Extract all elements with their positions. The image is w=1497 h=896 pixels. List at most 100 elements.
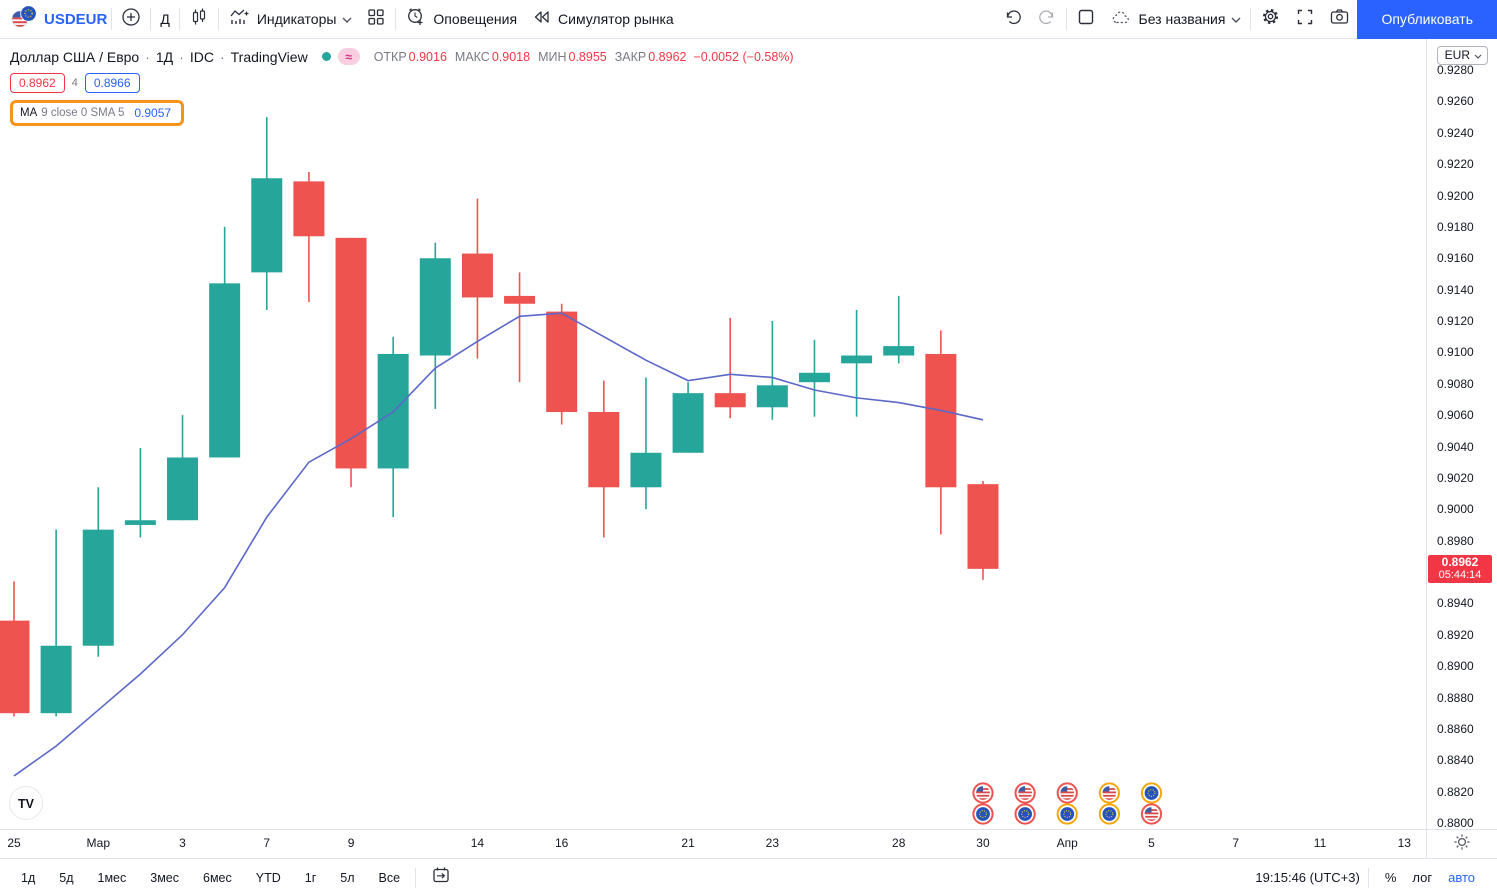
symbol-button[interactable]: USDEUR: [8, 0, 109, 38]
auto-scale-toggle[interactable]: авто: [1448, 870, 1475, 885]
time-tick-label: Мар: [86, 836, 110, 850]
symbol-title[interactable]: Доллар США / Евро: [10, 48, 140, 65]
top-toolbar: USDEUR Д: [0, 0, 1497, 39]
price-axis[interactable]: EUR 0.9280 0.9260 0.9240 0.9220 0.9200 0.9180…: [1426, 39, 1497, 830]
fullscreen-button[interactable]: [1288, 0, 1322, 38]
low-value: 0.8955: [568, 49, 607, 64]
us-flag-icon[interactable]: [1014, 782, 1036, 804]
percent-scale-toggle[interactable]: %: [1384, 870, 1397, 885]
templates-button[interactable]: [359, 0, 393, 38]
event-flags-column[interactable]: [1098, 782, 1120, 825]
candle[interactable]: [672, 382, 704, 453]
candle[interactable]: [841, 310, 873, 417]
eu-flag-icon[interactable]: [1140, 782, 1163, 804]
interval-button[interactable]: Д: [160, 11, 170, 27]
eu-flag-icon[interactable]: [972, 803, 994, 825]
candle[interactable]: [209, 226, 241, 458]
chevron-down-icon: [342, 10, 352, 28]
us-flag-icon[interactable]: [1056, 782, 1078, 804]
candle[interactable]: [124, 448, 156, 538]
chevron-down-icon: [1474, 48, 1482, 62]
candle[interactable]: [0, 581, 30, 717]
range-button-1г[interactable]: 1г: [304, 870, 317, 885]
range-button-1д[interactable]: 1д: [21, 870, 36, 885]
publish-button[interactable]: Опубликовать: [1357, 0, 1497, 39]
eu-flag-icon[interactable]: [1098, 803, 1120, 825]
alerts-button[interactable]: Оповещения: [398, 0, 524, 38]
single-layout-icon: [1076, 7, 1096, 32]
us-flag-icon[interactable]: [972, 782, 994, 804]
range-button-Все[interactable]: Все: [378, 870, 401, 885]
candle[interactable]: [883, 295, 915, 364]
interval-label[interactable]: 1Д: [155, 48, 174, 65]
candle[interactable]: [461, 198, 493, 359]
ma-indicator-annotation[interactable]: MA 9 close 0 SMA 5 0.9057: [10, 100, 185, 126]
indicators-button[interactable]: Индикаторы: [221, 0, 360, 38]
candle[interactable]: [588, 380, 620, 538]
candle[interactable]: [82, 487, 114, 657]
tv-logo-icon: TV: [18, 797, 35, 811]
ma-line[interactable]: [13, 312, 984, 777]
candle[interactable]: [967, 481, 999, 580]
candle[interactable]: [167, 415, 199, 521]
axis-settings-corner[interactable]: [1426, 829, 1497, 858]
us-flag-icon[interactable]: [1140, 803, 1163, 825]
log-scale-toggle[interactable]: лог: [1412, 870, 1433, 885]
symbol-add-button[interactable]: [114, 0, 148, 38]
screenshot-button[interactable]: [1322, 0, 1357, 38]
candle[interactable]: [504, 272, 536, 383]
chart-pane[interactable]: TV Доллар США / Евро · 1Д · IDC · Tradin…: [0, 39, 1426, 829]
session-clock[interactable]: 19:15:46 (UTC+3): [1255, 870, 1360, 885]
range-button-YTD[interactable]: YTD: [255, 870, 281, 885]
candle[interactable]: [756, 321, 788, 420]
candlestick-chart[interactable]: TV: [0, 39, 1426, 829]
approx-price-badge[interactable]: ≈: [337, 48, 360, 65]
time-tick-label: 30: [976, 836, 990, 850]
range-button-1мес[interactable]: 1мес: [97, 870, 127, 885]
us-flag-icon[interactable]: [1098, 782, 1120, 804]
ma-indicator-name[interactable]: MA: [20, 107, 38, 119]
range-button-6мес[interactable]: 6мес: [203, 870, 232, 885]
save-layout-button[interactable]: Без названия: [1103, 0, 1249, 38]
time-axis[interactable]: 25 Мар 3 7 9 14 16 21 23 28 30 Апр 5 7 11 13: [0, 829, 1426, 858]
range-button-3мес[interactable]: 3мес: [150, 870, 179, 885]
undo-button[interactable]: [996, 0, 1030, 38]
eu-flag-icon[interactable]: [1014, 803, 1036, 825]
sun-icon: [1453, 833, 1471, 856]
candle[interactable]: [335, 237, 367, 488]
camera-icon: [1329, 7, 1350, 31]
time-tick-label: 28: [892, 836, 906, 850]
redo-button[interactable]: [1030, 0, 1064, 38]
bid-button[interactable]: 0.8962: [10, 73, 65, 93]
ask-button[interactable]: 0.8966: [84, 73, 140, 93]
range-button-5л[interactable]: 5л: [340, 870, 355, 885]
event-flags-column[interactable]: [1014, 782, 1036, 825]
time-tick-label: 5: [1148, 836, 1155, 850]
currency-selector[interactable]: EUR: [1436, 46, 1488, 65]
candle[interactable]: [377, 336, 409, 518]
candle[interactable]: [419, 242, 451, 409]
candle[interactable]: [630, 377, 662, 510]
settings-button[interactable]: [1253, 0, 1288, 38]
candle[interactable]: [714, 317, 746, 419]
symbol-title-row[interactable]: Доллар США / Евро · 1Д · IDC · TradingVi…: [10, 48, 794, 65]
tradingview-watermark[interactable]: TV: [9, 786, 43, 820]
event-flags-column[interactable]: [1056, 782, 1078, 825]
candle[interactable]: [798, 339, 830, 417]
market-status-dot[interactable]: [321, 52, 331, 61]
candle[interactable]: [546, 303, 578, 425]
candle[interactable]: [925, 330, 957, 535]
low-label: МИН: [538, 49, 567, 64]
candle[interactable]: [40, 529, 72, 717]
event-flags-column[interactable]: [1140, 782, 1163, 825]
eu-flag-icon[interactable]: [1056, 803, 1078, 825]
range-button-5д[interactable]: 5д: [59, 870, 74, 885]
event-flags-column[interactable]: [972, 782, 994, 825]
layout-select-button[interactable]: [1069, 0, 1103, 38]
candle[interactable]: [251, 117, 283, 311]
candle[interactable]: [293, 171, 325, 303]
chart-style-button[interactable]: [182, 0, 216, 38]
replay-button[interactable]: Симулятор рынка: [524, 0, 681, 38]
last-price-tag[interactable]: 0.8962 05:44:14: [1428, 554, 1492, 583]
goto-date-button[interactable]: [424, 863, 458, 893]
